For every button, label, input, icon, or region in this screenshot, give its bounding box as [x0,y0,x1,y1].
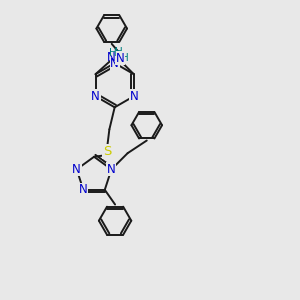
Text: N: N [72,163,81,176]
Text: N: N [116,52,124,65]
Text: S: S [103,145,111,158]
Text: N: N [110,57,119,70]
Text: H: H [109,48,117,58]
Text: H: H [121,53,128,63]
Text: N: N [107,163,116,176]
Text: N: N [79,183,88,196]
Text: N: N [129,90,138,103]
Text: N: N [107,52,116,64]
Text: H: H [115,46,122,56]
Text: N: N [91,90,100,103]
